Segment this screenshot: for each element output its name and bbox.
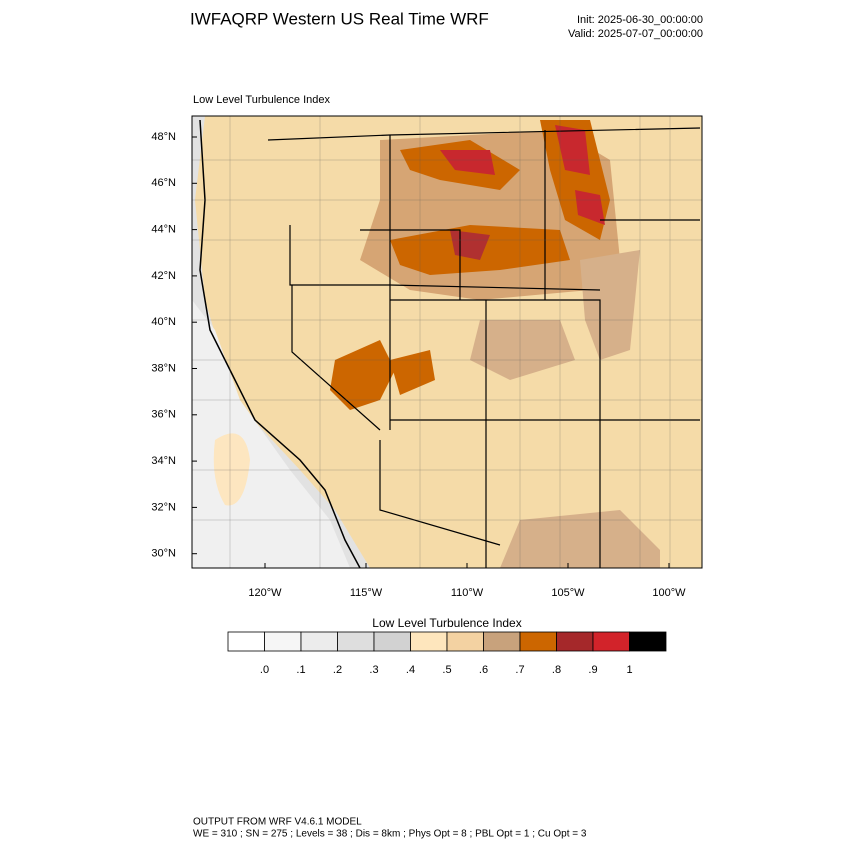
footer-line: OUTPUT FROM WRF V4.6.1 MODEL: [193, 817, 362, 828]
title: IWFAQRP Western US Real Time WRF: [190, 9, 489, 28]
map-frame: [191, 115, 703, 569]
lon-label: 110°W: [451, 587, 484, 599]
lat-label: 44°N: [151, 224, 176, 236]
colorbar: .0 .1 .2 .3 .4 .5 .6 .7 .8 .9 1: [227, 631, 667, 676]
footer-line: WE = 310 ; SN = 275 ; Levels = 38 ; Dis …: [193, 829, 587, 840]
colorbar-box: [337, 631, 375, 652]
colorbar-label: .0: [260, 664, 269, 676]
colorbar-label: .4: [406, 664, 415, 676]
colorbar-title: Low Level Turbulence Index: [372, 616, 521, 630]
lat-label: 42°N: [151, 270, 176, 282]
colorbar-label: .8: [552, 664, 561, 676]
lat-label: 36°N: [151, 409, 176, 421]
lat-label: 40°N: [151, 316, 176, 328]
colorbar-label: 1: [626, 664, 632, 676]
colorbar-label: .1: [296, 664, 305, 676]
lon-label: 120°W: [248, 587, 282, 599]
lon-label: 100°W: [652, 587, 686, 599]
colorbar-box: [519, 631, 557, 652]
colorbar-box: [373, 631, 411, 652]
map: [192, 116, 702, 568]
colorbar-label: .3: [369, 664, 378, 676]
map-label: Low Level Turbulence Index: [193, 94, 330, 106]
valid-time: Valid: 2025-07-07_00:00:00: [568, 28, 703, 40]
colorbar-box: [446, 631, 484, 652]
lat-label: 46°N: [151, 177, 176, 189]
lon-axis: 120°W 115°W 110°W 105°W 100°W: [248, 563, 686, 599]
colorbar-box: [556, 631, 594, 652]
colorbar-box: [592, 631, 630, 652]
colorbar-label: .6: [479, 664, 488, 676]
lat-label: 34°N: [151, 455, 176, 467]
lat-label: 38°N: [151, 362, 176, 374]
colorbar-box: [629, 631, 667, 652]
colorbar-box: [483, 631, 521, 652]
colorbar-label: .5: [442, 664, 451, 676]
colorbar-box: [410, 631, 448, 652]
lat-label: 48°N: [151, 131, 176, 143]
colorbar-box: [264, 631, 302, 652]
colorbar-label: .9: [588, 664, 597, 676]
init-time: Init: 2025-06-30_00:00:00: [577, 14, 703, 26]
lon-label: 115°W: [350, 587, 383, 599]
lat-label: 32°N: [151, 501, 176, 513]
colorbar-label: .7: [515, 664, 524, 676]
lat-axis: 48°N 46°N 44°N 42°N 40°N 38°N 36°N 34°N 32°N 30°N: [151, 131, 197, 560]
colorbar-box: [227, 631, 265, 652]
lat-label: 30°N: [151, 548, 176, 560]
lon-label: 105°W: [551, 587, 585, 599]
colorbar-label: .2: [333, 664, 342, 676]
colorbar-box: [300, 631, 338, 652]
